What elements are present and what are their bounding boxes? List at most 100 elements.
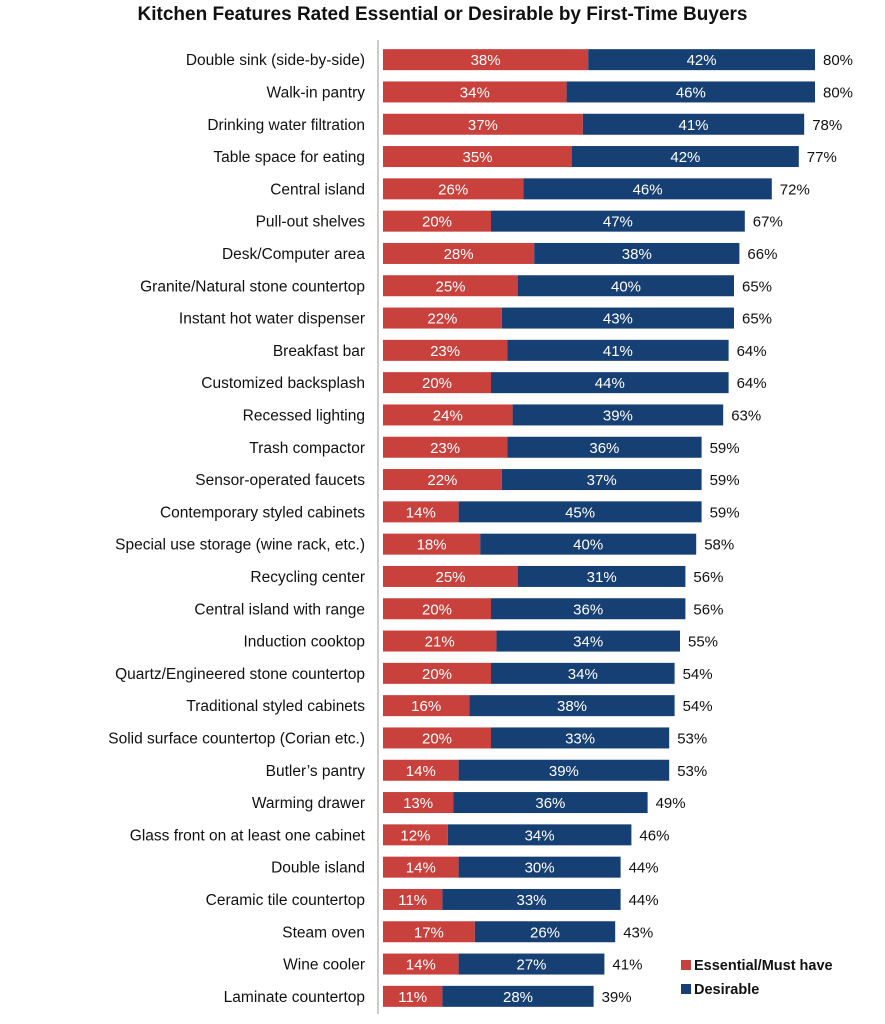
bar-essential	[383, 339, 508, 361]
category-label: Walk-in pantry	[267, 84, 366, 101]
data-label-desirable: 42%	[670, 149, 700, 166]
data-label-essential: 20%	[422, 666, 452, 683]
legend-swatch	[681, 960, 691, 970]
data-label-desirable: 39%	[549, 763, 579, 780]
bar-essential	[383, 985, 443, 1007]
data-label-desirable: 36%	[573, 601, 603, 618]
bar-essential	[383, 469, 502, 491]
bar-desirable	[501, 307, 734, 329]
total-label: 56%	[693, 601, 723, 618]
data-label-essential: 14%	[406, 504, 436, 521]
total-label: 53%	[677, 730, 707, 747]
data-label-essential: 21%	[425, 634, 455, 651]
data-label-desirable: 31%	[587, 569, 617, 586]
bar-essential	[383, 856, 459, 878]
total-label: 44%	[629, 860, 659, 877]
total-label: 44%	[629, 892, 659, 909]
data-label-desirable: 45%	[565, 504, 595, 521]
bar-essential	[383, 81, 567, 103]
data-label-essential: 13%	[403, 795, 433, 812]
bar-desirable	[507, 436, 702, 458]
category-label: Glass front on at least one cabinet	[130, 827, 366, 844]
bar-essential	[383, 178, 524, 200]
data-label-essential: 38%	[471, 52, 501, 69]
bar-essential	[383, 113, 583, 135]
bar-desirable	[442, 985, 594, 1007]
category-label: Laminate countertop	[224, 989, 365, 1006]
data-label-essential: 22%	[427, 472, 457, 489]
legend: Essential/Must have Desirable	[681, 958, 833, 998]
total-label: 49%	[656, 795, 686, 812]
bar-desirable	[491, 372, 729, 394]
data-label-desirable: 27%	[516, 957, 546, 974]
chart-title: Kitchen Features Rated Essential or Desi…	[137, 4, 748, 25]
data-label-desirable: 43%	[603, 311, 633, 328]
data-label-essential: 20%	[422, 214, 452, 231]
category-label: Central island with range	[194, 601, 365, 618]
bar-essential	[383, 759, 459, 781]
total-label: 54%	[683, 698, 713, 715]
data-label-desirable: 38%	[557, 698, 587, 715]
total-label: 77%	[807, 149, 837, 166]
bar-desirable	[588, 49, 815, 71]
category-label: Recessed lighting	[243, 407, 365, 424]
data-label-essential: 14%	[406, 763, 436, 780]
data-label-desirable: 37%	[587, 472, 617, 489]
bar-essential	[383, 921, 475, 943]
data-label-desirable: 33%	[516, 892, 546, 909]
data-label-desirable: 47%	[603, 214, 633, 231]
bar-desirable	[458, 759, 670, 781]
total-label: 65%	[742, 278, 772, 295]
bar-essential	[383, 436, 508, 458]
data-label-essential: 20%	[422, 601, 452, 618]
data-label-essential: 16%	[411, 698, 441, 715]
bar-desirable	[566, 81, 815, 103]
category-label: Double island	[271, 860, 365, 877]
bar-desirable	[501, 469, 702, 491]
data-label-desirable: 34%	[525, 827, 555, 844]
data-label-essential: 23%	[430, 343, 460, 360]
total-label: 43%	[623, 924, 653, 941]
data-label-essential: 20%	[422, 730, 452, 747]
data-label-desirable: 30%	[525, 860, 555, 877]
category-label: Ceramic tile countertop	[206, 892, 365, 909]
category-label: Central island	[270, 181, 365, 198]
total-label: 55%	[688, 634, 718, 651]
data-label-desirable: 38%	[622, 246, 652, 263]
total-label: 54%	[683, 666, 713, 683]
data-label-desirable: 39%	[603, 407, 633, 424]
bar-desirable	[453, 792, 648, 814]
total-label: 46%	[639, 827, 669, 844]
total-label: 72%	[780, 181, 810, 198]
bar-desirable	[507, 339, 729, 361]
total-label: 59%	[710, 440, 740, 457]
bar-essential	[383, 146, 572, 168]
bar-desirable	[534, 242, 740, 264]
bar-essential	[383, 695, 470, 717]
data-label-essential: 20%	[422, 375, 452, 392]
bar-essential	[383, 953, 459, 975]
category-label: Butler’s pantry	[266, 763, 366, 780]
data-label-essential: 22%	[427, 311, 457, 328]
bars-group: Double sink (side-by-side) 38% 42% 80% Walk-…	[108, 49, 853, 1007]
bar-essential	[383, 242, 535, 264]
data-label-essential: 24%	[433, 407, 463, 424]
data-label-desirable: 28%	[503, 989, 533, 1006]
category-label: Solid surface countertop (Corian etc.)	[108, 730, 365, 747]
category-label: Pull-out shelves	[256, 214, 366, 231]
data-label-essential: 26%	[438, 181, 468, 198]
bar-desirable	[496, 630, 680, 652]
category-label: Double sink (side-by-side)	[186, 52, 365, 69]
bar-desirable	[458, 856, 621, 878]
category-label: Warming drawer	[252, 795, 365, 812]
data-label-desirable: 41%	[678, 117, 708, 134]
bar-essential	[383, 210, 491, 232]
bar-desirable	[491, 210, 745, 232]
category-label: Traditional styled cabinets	[186, 698, 365, 715]
category-label: Table space for eating	[213, 149, 365, 166]
data-label-desirable: 34%	[573, 634, 603, 651]
bar-desirable	[491, 598, 686, 620]
category-label: Breakfast bar	[273, 343, 365, 360]
bar-desirable	[523, 178, 772, 200]
